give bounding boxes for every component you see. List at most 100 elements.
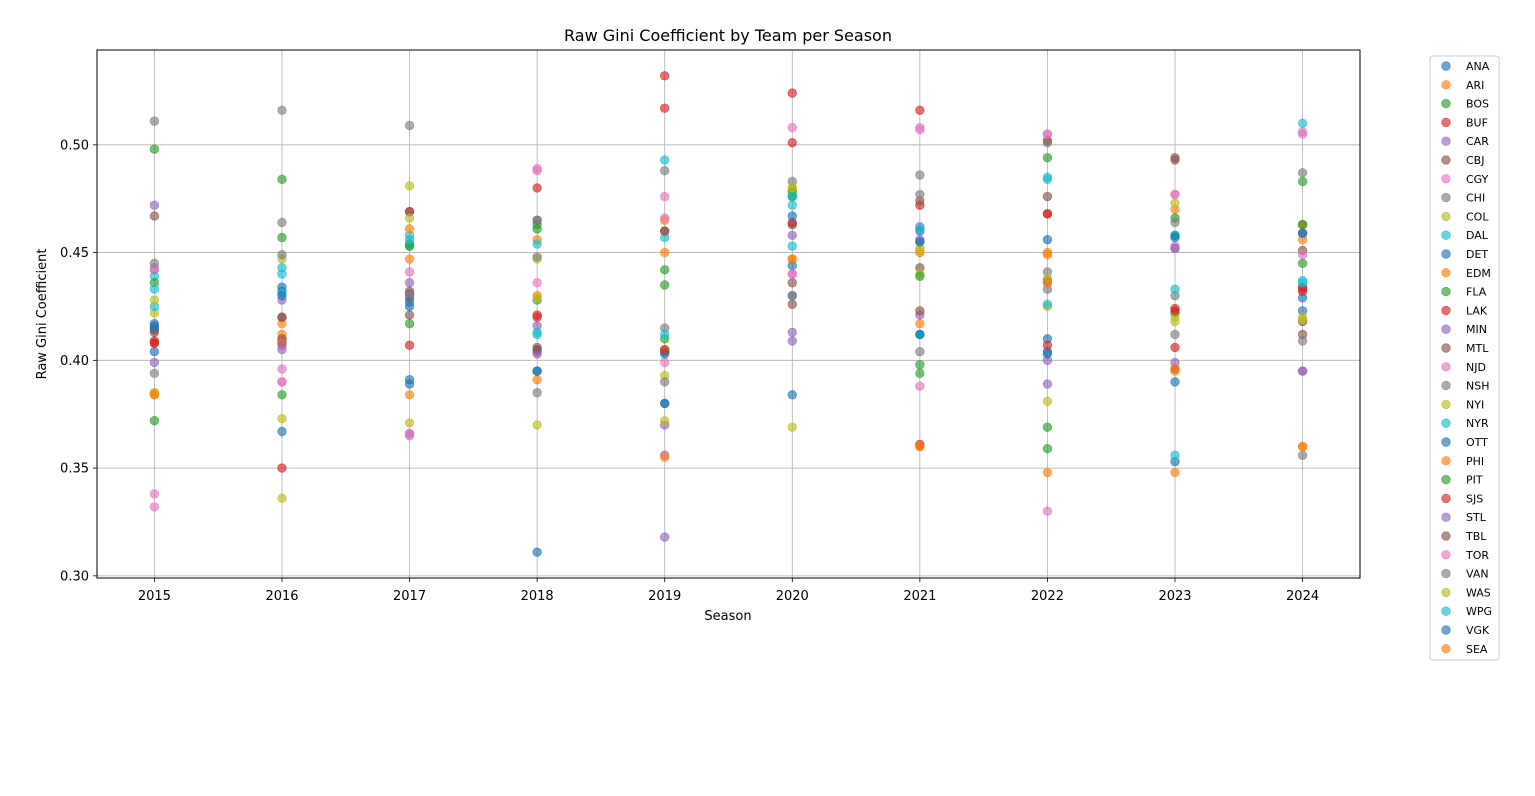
data-point-wpg [1042, 172, 1053, 182]
data-point-sea [1170, 364, 1180, 374]
data-point-phi [787, 254, 797, 264]
data-point-wpg [1297, 278, 1308, 288]
data-point-dal [787, 200, 797, 210]
data-point-van [277, 250, 287, 260]
data-point-vgk [1170, 232, 1180, 243]
legend-label: SJS [1466, 492, 1483, 505]
data-point-wpg [404, 234, 415, 245]
data-point-wpg [787, 191, 797, 202]
data-point-njd [1297, 250, 1308, 260]
legend-marker [1441, 343, 1451, 353]
data-point-tbl [532, 342, 542, 353]
data-point-car [404, 278, 415, 288]
data-point-edm [660, 247, 670, 258]
data-point-nyr [277, 269, 287, 279]
data-point-van [149, 258, 160, 269]
data-point-edm [1170, 467, 1180, 478]
data-point-wpg [915, 224, 925, 234]
data-point-vgk [787, 211, 797, 221]
data-point-bos [277, 174, 287, 185]
data-point-was [660, 415, 670, 426]
legend-label: CHI [1466, 192, 1485, 205]
data-point-car [149, 200, 160, 210]
data-point-was [532, 293, 542, 303]
legend-marker [1441, 362, 1451, 372]
legend-label: CBJ [1466, 154, 1484, 167]
data-point-tbl [277, 312, 287, 322]
data-point-ott [1297, 293, 1308, 303]
data-point-ott [915, 329, 925, 340]
legend-label: ARI [1466, 79, 1484, 92]
data-point-van [1170, 217, 1180, 228]
data-point-lak [787, 88, 797, 98]
legend-label: DET [1466, 248, 1488, 261]
data-point-vgk [532, 366, 542, 376]
data-point-fla [1297, 258, 1308, 269]
data-point-mtl [915, 306, 925, 316]
data-point-dal [532, 239, 542, 249]
data-point-wpg [149, 284, 160, 294]
data-point-mtl [1170, 153, 1180, 163]
data-point-pit [1042, 443, 1053, 454]
legend-label: COL [1466, 210, 1489, 223]
legend-marker [1441, 493, 1451, 504]
data-point-stl [1297, 366, 1308, 376]
data-point-chi [1297, 168, 1308, 178]
data-point-nyr [787, 241, 797, 251]
data-point-vgk [660, 398, 670, 409]
data-point-buf [660, 71, 670, 81]
data-point-chi [660, 165, 670, 176]
legend-marker [1441, 80, 1451, 90]
plot-frame [96, 49, 1361, 579]
data-point-was [1297, 314, 1308, 325]
data-point-phi [660, 452, 670, 463]
data-point-chi [532, 215, 542, 225]
data-point-det [277, 426, 287, 437]
legend-label: ANA [1466, 60, 1490, 73]
x-tick-label: 2024 [1286, 589, 1319, 604]
data-point-buf [787, 137, 797, 148]
legend-marker [1441, 268, 1451, 278]
legend-label: CAR [1466, 135, 1489, 148]
data-point-phi [404, 224, 415, 234]
data-point-chi [404, 120, 415, 131]
x-tick-label: 2022 [1031, 589, 1064, 604]
legend-marker [1441, 644, 1451, 654]
legend-marker [1441, 531, 1451, 541]
legend-marker [1441, 418, 1451, 428]
data-point-buf [532, 183, 542, 193]
legend-label: SEA [1466, 643, 1488, 656]
data-point-tor [1297, 127, 1308, 137]
legend-label: BUF [1466, 116, 1488, 129]
data-point-nyr [660, 155, 670, 165]
data-point-nyr [1297, 118, 1308, 128]
data-point-njd [1042, 506, 1053, 516]
data-point-cbj [404, 310, 415, 320]
data-point-tor [787, 269, 797, 279]
data-point-nsh [149, 368, 160, 378]
data-point-lak [660, 103, 670, 113]
data-point-min [149, 357, 160, 368]
data-point-wpg [532, 327, 542, 338]
legend-label: NYI [1466, 398, 1484, 411]
data-point-ana [149, 347, 160, 357]
legend-marker [1441, 230, 1451, 240]
data-point-cbj [1042, 191, 1053, 202]
y-tick-label: 0.30 [60, 569, 89, 584]
data-point-sjs [1170, 306, 1180, 316]
legend-label: EDM [1466, 267, 1491, 280]
data-point-sjs [1042, 340, 1053, 350]
data-point-fla [1042, 422, 1053, 432]
legend-label: CGY [1466, 173, 1489, 186]
data-point-sjs [660, 344, 670, 355]
data-point-was [277, 493, 287, 503]
data-point-tor [915, 122, 925, 133]
legend-marker [1441, 324, 1451, 334]
x-tick-label: 2015 [138, 589, 171, 604]
data-point-fla [149, 415, 160, 426]
data-point-nsh [915, 347, 925, 357]
data-point-vgk [1297, 228, 1308, 238]
chart-title: Raw Gini Coefficient by Team per Season [564, 26, 892, 45]
